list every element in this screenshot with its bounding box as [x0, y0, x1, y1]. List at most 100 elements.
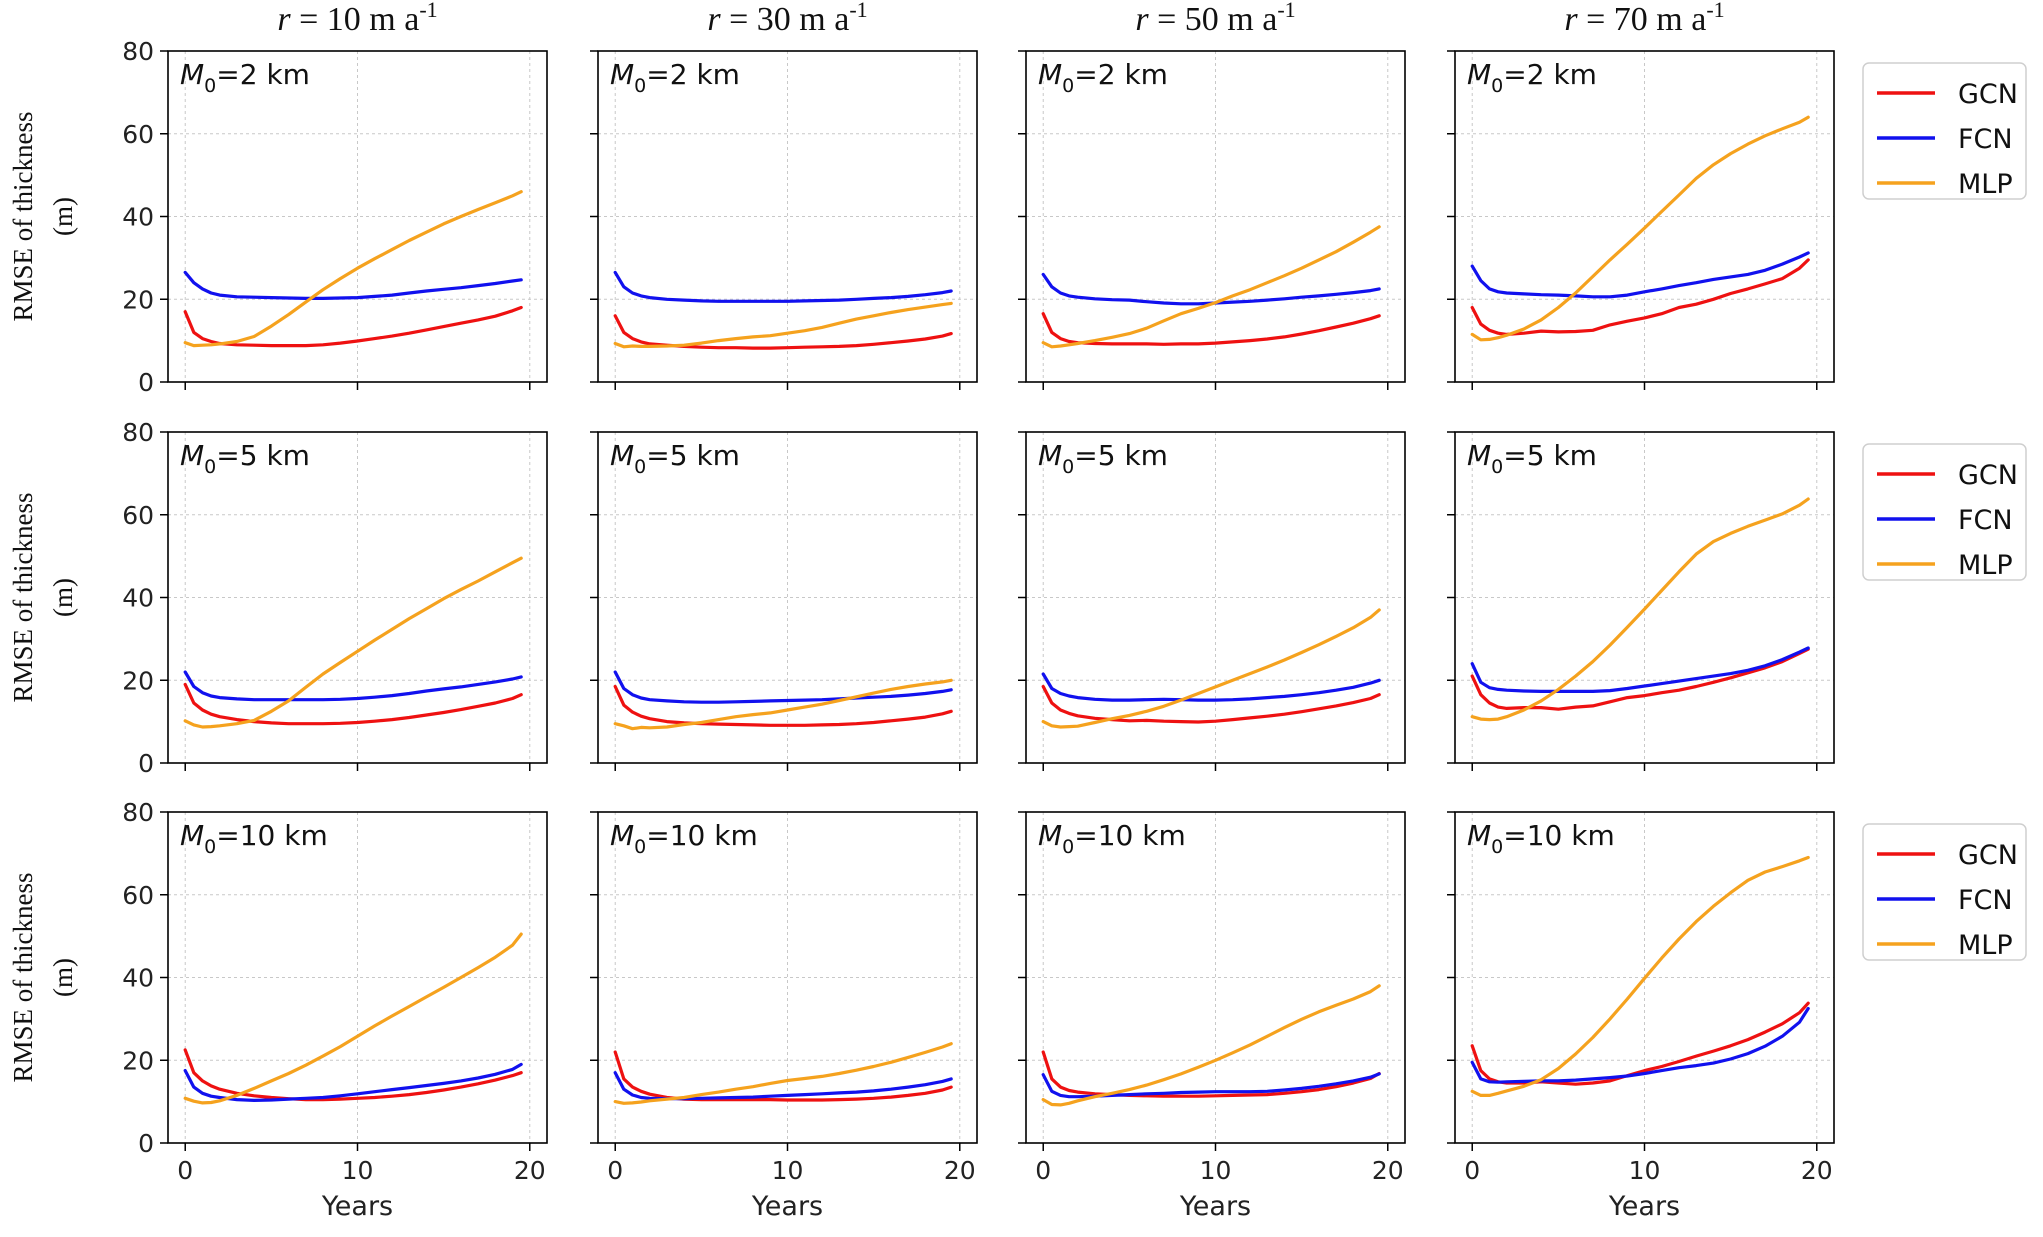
legend: GCN FCN MLP [1862, 443, 2027, 581]
column-title: r = 70 m a-1 [1564, 0, 1724, 38]
x-tick-label: 20 [1801, 1156, 1833, 1185]
series-line-fcn [613, 670, 953, 704]
panel: 0 10 20 Years M0=10 km [590, 811, 978, 1222]
series-line-gcn [1041, 1050, 1381, 1098]
series-line-gcn [1470, 258, 1810, 336]
legend: GCN FCN MLP [1862, 62, 2027, 200]
x-axis-label: Years [321, 1191, 393, 1222]
series-line-gcn [183, 1048, 523, 1102]
series-line-gcn [183, 305, 523, 348]
series-line-gcn [613, 314, 953, 350]
y-tick-label: 60 [122, 120, 154, 149]
legend: GCN FCN MLP [1862, 823, 2027, 961]
panel: M0=5 km [590, 431, 978, 771]
series-line-fcn [183, 670, 523, 702]
y-axis-label: RMSE of thickness (m) [8, 492, 78, 702]
x-tick-label: 10 [1200, 1156, 1232, 1185]
legend-box [1862, 62, 2027, 200]
series-line-gcn [1470, 647, 1810, 711]
x-axis-label: Years [751, 1191, 823, 1222]
column-title: r = 10 m a-1 [277, 0, 437, 38]
series-line-mlp [613, 1042, 953, 1105]
panel-label: M0=2 km [610, 58, 740, 97]
series-line-gcn [613, 1050, 953, 1102]
panel-label: M0=10 km [610, 819, 758, 858]
panel-label: M0=2 km [1038, 58, 1168, 97]
series-line-mlp [183, 190, 523, 348]
legend-label: GCN [1958, 840, 2018, 871]
series-line-fcn [613, 1071, 953, 1101]
y-tick-label: 0 [138, 1129, 154, 1158]
panel: M0=5 km [1447, 431, 1835, 771]
series-line-fcn [1041, 1072, 1381, 1099]
series-line-fcn [183, 1062, 523, 1103]
panel-label: M0=5 km [1467, 439, 1597, 478]
series-line-mlp [613, 678, 953, 731]
series-line-fcn [1470, 1006, 1810, 1084]
legend-label: FCN [1958, 124, 2013, 155]
panel: 0 10 20 Years M0=10 km [1018, 811, 1406, 1222]
series-line-gcn [183, 682, 523, 726]
panel: M0=2 km [1018, 50, 1406, 390]
panel: M0=5 km [1018, 431, 1406, 771]
x-tick-label: 20 [944, 1156, 976, 1185]
x-tick-label: 0 [607, 1156, 623, 1185]
y-tick-label: 20 [122, 285, 154, 314]
panel-label: M0=2 km [1467, 58, 1597, 97]
series-line-fcn [1470, 251, 1810, 299]
x-tick-label: 10 [772, 1156, 804, 1185]
series-line-gcn [613, 684, 953, 727]
y-tick-label: 80 [122, 37, 154, 66]
y-tick-label: 60 [122, 881, 154, 910]
y-tick-label: 20 [122, 1046, 154, 1075]
legend-box [1862, 443, 2027, 581]
y-tick-label: 20 [122, 666, 154, 695]
x-axis-label: Years [1608, 1191, 1680, 1222]
legend-label: FCN [1958, 885, 2013, 916]
legend-label: GCN [1958, 79, 2018, 110]
panel: 0 20 40 60 80 M0=2 km [122, 37, 548, 397]
series-line-mlp [1041, 225, 1381, 349]
x-tick-label: 10 [342, 1156, 374, 1185]
column-title: r = 50 m a-1 [1135, 0, 1295, 38]
series-line-fcn [183, 270, 523, 300]
panel: 0 20 40 60 80 M0=5 km [122, 418, 548, 778]
series-line-mlp [1041, 984, 1381, 1107]
y-tick-label: 40 [122, 584, 154, 613]
legend-label: MLP [1958, 169, 2013, 200]
series-line-mlp [1470, 855, 1810, 1098]
y-tick-label: 80 [122, 418, 154, 447]
legend-label: FCN [1958, 505, 2013, 536]
panel: M0=2 km [590, 50, 978, 390]
x-tick-label: 0 [1464, 1156, 1480, 1185]
series-line-fcn [1041, 672, 1381, 702]
x-tick-label: 20 [514, 1156, 546, 1185]
panel-label: M0=5 km [1038, 439, 1168, 478]
series-line-fcn [1470, 646, 1810, 694]
series-line-mlp [1470, 497, 1810, 722]
series-line-mlp [1470, 115, 1810, 342]
y-tick-label: 40 [122, 964, 154, 993]
series-line-mlp [183, 932, 523, 1105]
y-axis-label: RMSE of thickness (m) [8, 872, 78, 1082]
series-line-mlp [1041, 608, 1381, 729]
series-line-mlp [183, 556, 523, 729]
x-axis-label: Years [1179, 1191, 1251, 1222]
legend-box [1862, 823, 2027, 961]
series-line-mlp [613, 301, 953, 349]
column-title: r = 30 m a-1 [707, 0, 867, 38]
legend-label: MLP [1958, 550, 2013, 581]
series-line-gcn [1470, 1001, 1810, 1086]
panel-label: M0=5 km [180, 439, 310, 478]
y-tick-label: 60 [122, 501, 154, 530]
x-tick-label: 0 [1035, 1156, 1051, 1185]
series-line-gcn [1041, 684, 1381, 724]
panel-label: M0=10 km [1038, 819, 1186, 858]
panel-label: M0=5 km [610, 439, 740, 478]
panel: 0 10 20 0 20 40 60 80 Years M0=10 km [122, 798, 548, 1222]
panel-label: M0=2 km [180, 58, 310, 97]
x-tick-label: 0 [177, 1156, 193, 1185]
panel-label: M0=10 km [180, 819, 328, 858]
y-tick-label: 40 [122, 203, 154, 232]
